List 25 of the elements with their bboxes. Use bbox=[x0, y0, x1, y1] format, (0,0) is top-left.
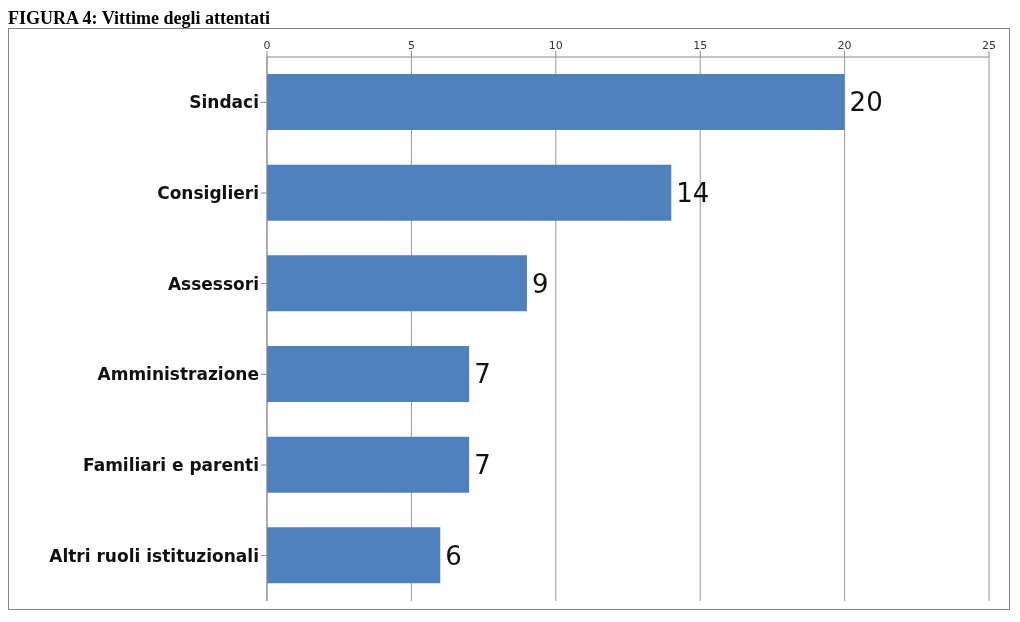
data-label: 20 bbox=[849, 87, 883, 118]
bar bbox=[267, 255, 527, 312]
y-tick-label: Assessori bbox=[167, 273, 259, 294]
x-tick-label: 0 bbox=[263, 39, 271, 52]
x-tick-label: 5 bbox=[407, 39, 415, 52]
y-tick-label: Sindaci bbox=[189, 92, 259, 113]
bar bbox=[267, 346, 470, 402]
x-tick-label: 10 bbox=[548, 39, 563, 52]
data-label: 7 bbox=[474, 359, 491, 390]
data-label: 9 bbox=[531, 268, 549, 299]
data-label: 14 bbox=[676, 177, 710, 208]
x-tick-label: 20 bbox=[837, 39, 852, 52]
bar bbox=[267, 74, 845, 130]
chart-title: FIGURA 4: Vittime degli attentati bbox=[8, 8, 271, 28]
y-tick-label: Familiari e parenti bbox=[83, 455, 259, 476]
x-tick-label: 15 bbox=[693, 39, 708, 52]
bar bbox=[267, 164, 672, 221]
x-tick-label: 25 bbox=[982, 39, 996, 52]
y-tick-label: Amministrazione bbox=[97, 364, 259, 385]
bar bbox=[267, 436, 470, 493]
data-label: 6 bbox=[445, 540, 462, 571]
y-tick-label: Consiglieri bbox=[157, 183, 259, 204]
bar bbox=[267, 527, 441, 584]
data-label: 7 bbox=[474, 449, 491, 480]
y-tick-label: Altri ruoli istituzionali bbox=[49, 545, 259, 566]
